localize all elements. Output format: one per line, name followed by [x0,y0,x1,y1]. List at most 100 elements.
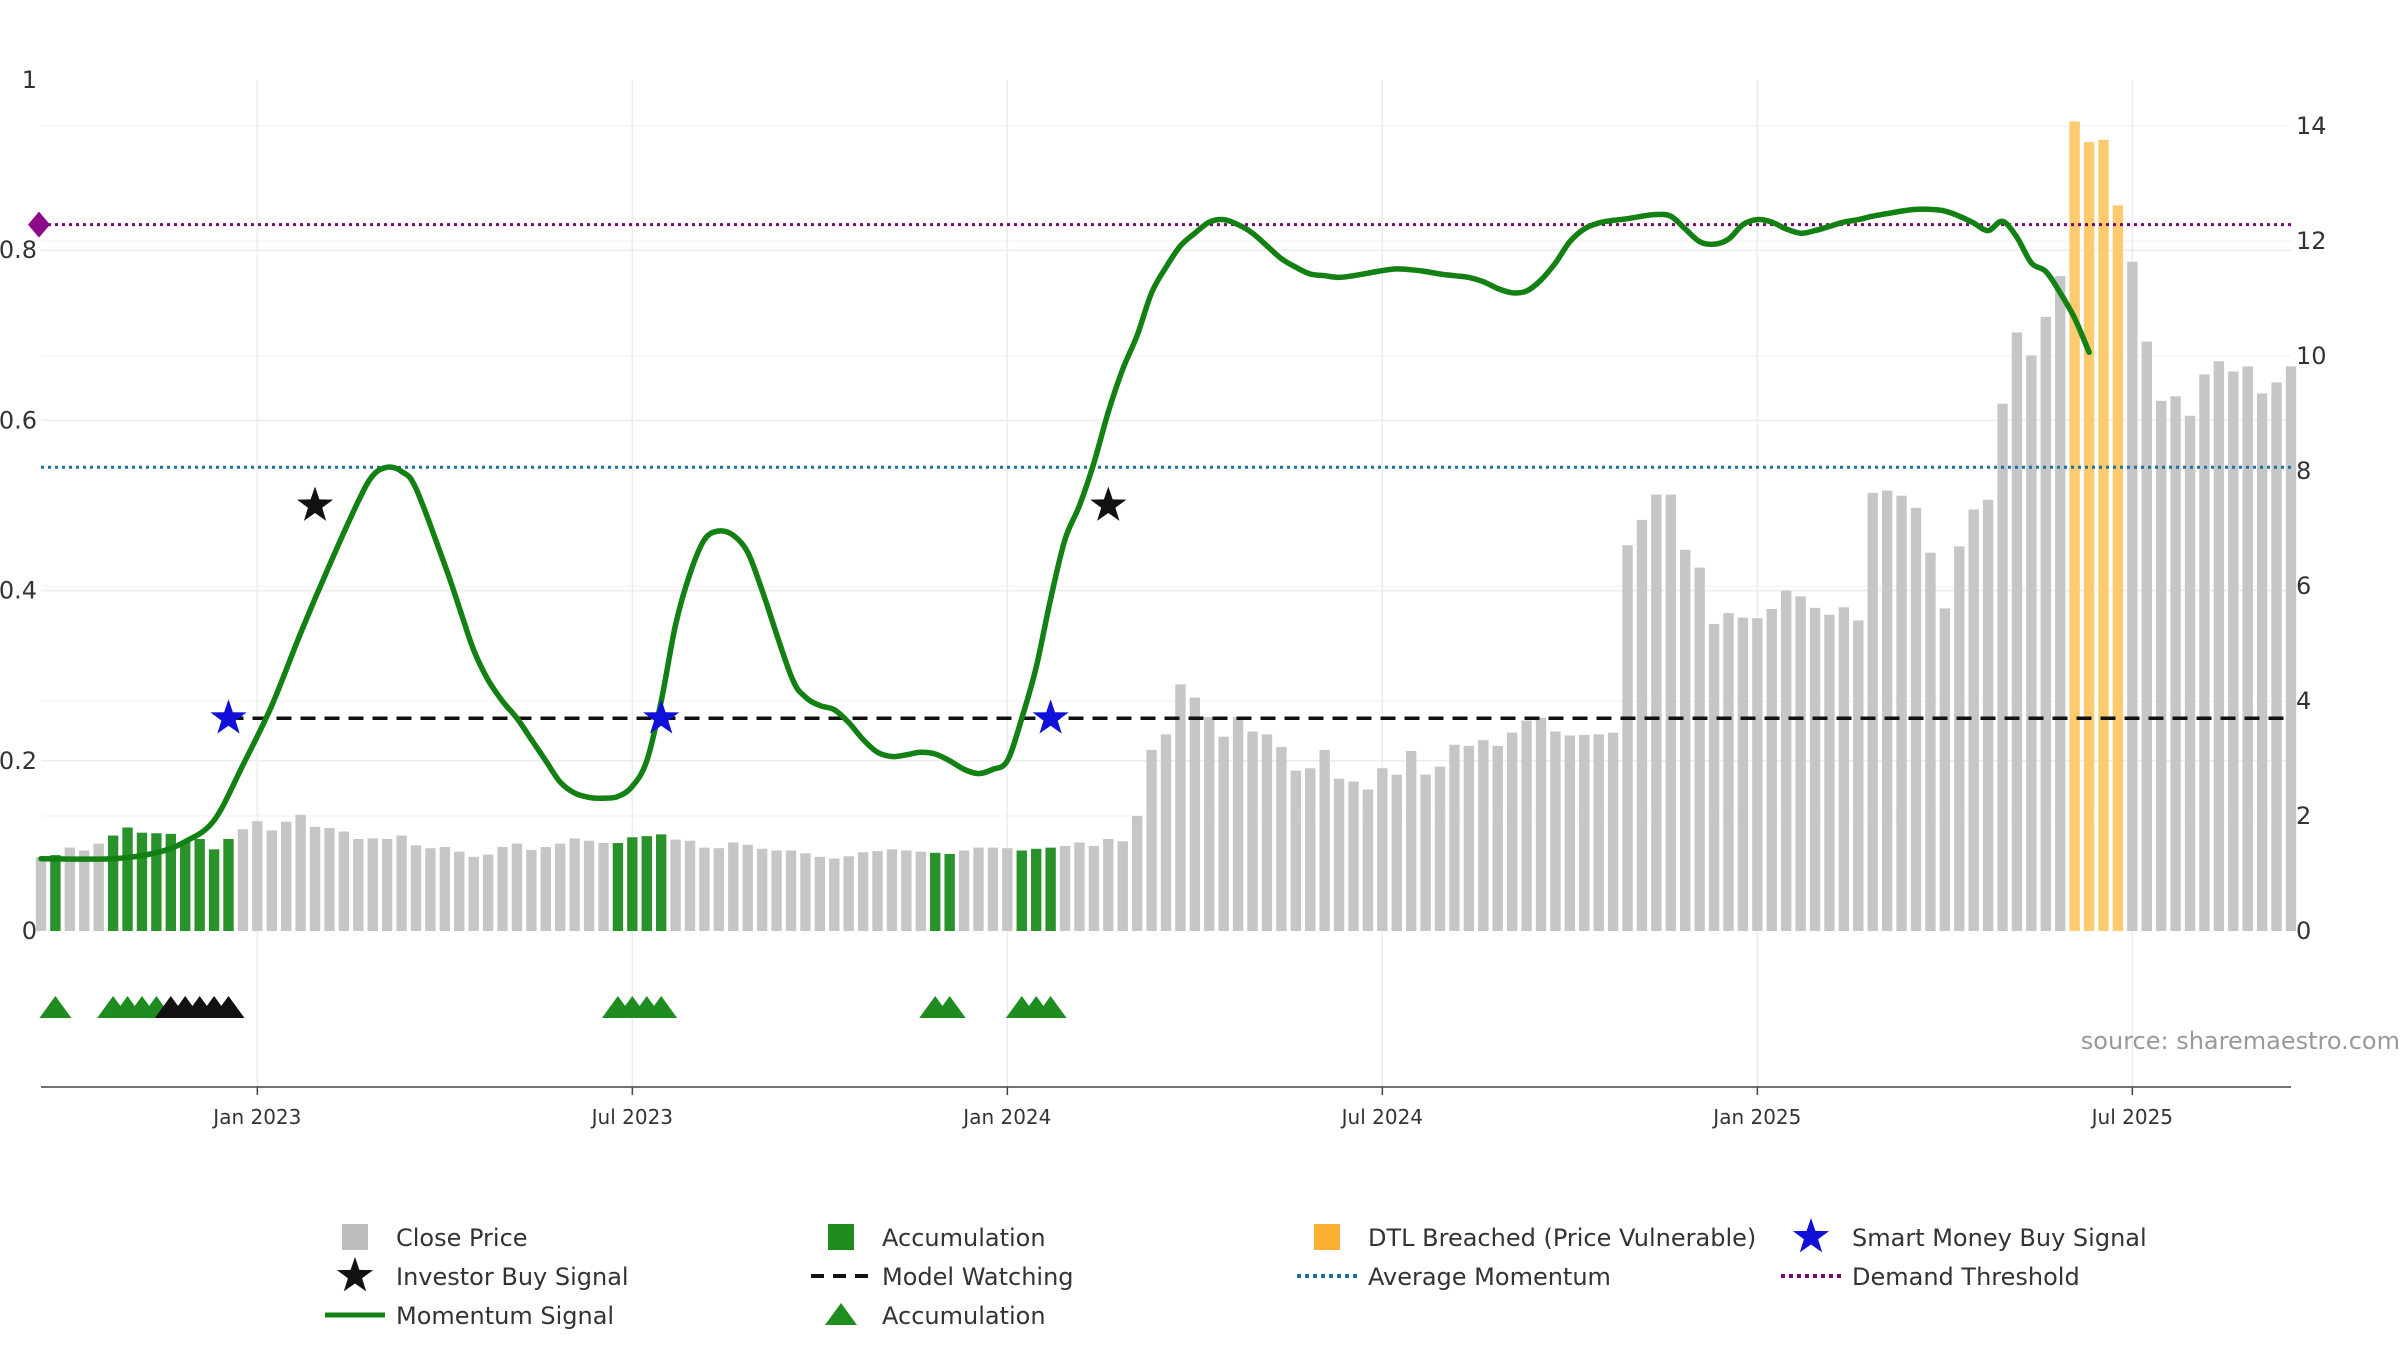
legend-item: Investor Buy Signal [336,1257,629,1292]
close-price-bar [1939,608,1951,931]
close-price-bar [2271,382,2282,931]
close-price-bar [1954,546,1965,931]
close-price-bar [872,851,883,931]
legend-label: Investor Buy Signal [396,1263,629,1291]
close-price-bar [381,839,393,931]
close-price-bar [1362,789,1374,931]
close-price-bar [713,848,725,931]
accumulation-bar [122,827,133,931]
accumulation-bar [50,855,61,931]
accumulation-bar [107,835,119,931]
legend-square-icon [342,1224,368,1250]
accumulation-bar [641,836,652,932]
close-price-bar [1131,816,1143,931]
close-price-bar [1896,495,1907,931]
close-price-bar [1579,734,1590,931]
close-price-bar [1218,736,1229,931]
x-tick-label: Jul 2023 [590,1105,673,1129]
accumulation-bar [1016,850,1027,931]
right-tick-label: 12 [2296,227,2327,255]
close-price-bar [1809,607,1821,931]
close-price-bar [252,821,263,931]
right-tick-label: 14 [2296,112,2327,140]
close-price-bar [1189,697,1201,931]
legend-item: Accumulation [825,1302,1046,1330]
close-price-bar [482,854,494,931]
close-price-bar [1665,494,1676,931]
left-tick-label: 0.2 [0,747,37,775]
accumulation-bar [223,839,234,931]
demand-threshold-marker [28,211,50,238]
x-tick-label: Jan 2025 [1711,1105,1801,1129]
marker-layer [28,211,1127,1018]
close-price-bar [1968,509,1979,931]
close-price-bar [1160,734,1172,931]
close-price-bar [742,844,753,931]
close-price-bar [771,850,782,931]
close-price-bar [598,843,609,931]
close-price-bar [439,847,451,931]
close-price-bar [511,843,523,931]
close-price-bar [1506,732,1518,932]
legend-square-icon [828,1224,854,1250]
left-tick-label: 0.4 [0,577,37,605]
legend-item: DTL Breached (Price Vulnerable) [1314,1224,1756,1252]
close-price-bar [1680,549,1691,931]
smart-money-buy-signal [1032,699,1069,734]
legend: Close Price Accumulation DTL Breached (Pri… [325,1218,2147,1330]
close-price-bar [1333,778,1345,932]
close-price-bar [309,826,321,931]
close-price-bar [2040,316,2051,931]
close-price-bar [367,838,378,931]
dtl-breached-bar [2083,142,2095,932]
accumulation-bar [165,833,176,931]
close-price-bar [670,839,681,931]
close-price-bar [1881,490,1893,931]
close-price-bar [425,848,436,931]
legend-label: Model Watching [882,1263,1074,1291]
accumulation-bar [656,834,667,931]
accumulation-bar [208,849,220,931]
close-price-bar [1982,499,1994,931]
close-price-bar [2127,261,2138,931]
accumulation-bar [612,843,624,931]
legend-label: Accumulation [882,1302,1046,1330]
legend-label: Accumulation [882,1224,1046,1252]
accumulation-marker [1034,996,1067,1018]
close-price-bar [2156,400,2167,932]
accumulation-marker [933,996,966,1018]
close-price-bar [396,835,407,931]
close-price-bar [93,843,104,931]
close-price-bar [886,849,898,931]
close-price-bar [1059,845,1071,931]
x-tick-label: Jan 2024 [961,1105,1051,1129]
accumulation-bar [194,839,205,931]
close-price-bar [468,856,479,931]
close-price-bar [1564,735,1576,931]
close-price-bar [901,850,912,931]
close-price-bar [1377,768,1388,931]
close-price-bar [295,814,306,931]
close-price-bar [2199,374,2210,931]
close-price-bar [1925,552,1936,931]
accumulation-marker [39,996,72,1018]
close-price-bar [1103,839,1114,931]
close-price-bar [1752,618,1763,931]
close-price-bar [497,847,508,931]
source-label: source: sharemaestro.com [2081,1027,2400,1055]
close-price-bar [1319,749,1330,932]
close-price-bar [785,850,797,931]
accumulation-bar [180,841,191,932]
close-price-bar [1449,744,1460,931]
close-price-bar [1088,845,1100,931]
right-tick-label: 4 [2296,687,2311,715]
close-price-bar [1232,717,1244,931]
close-price-bar [1766,609,1777,931]
close-price-bar [35,857,47,931]
close-price-bar [338,831,350,931]
close-price-bar [2184,415,2196,931]
dtl-breached-bar [2098,139,2109,932]
legend-label: Momentum Signal [396,1302,614,1330]
